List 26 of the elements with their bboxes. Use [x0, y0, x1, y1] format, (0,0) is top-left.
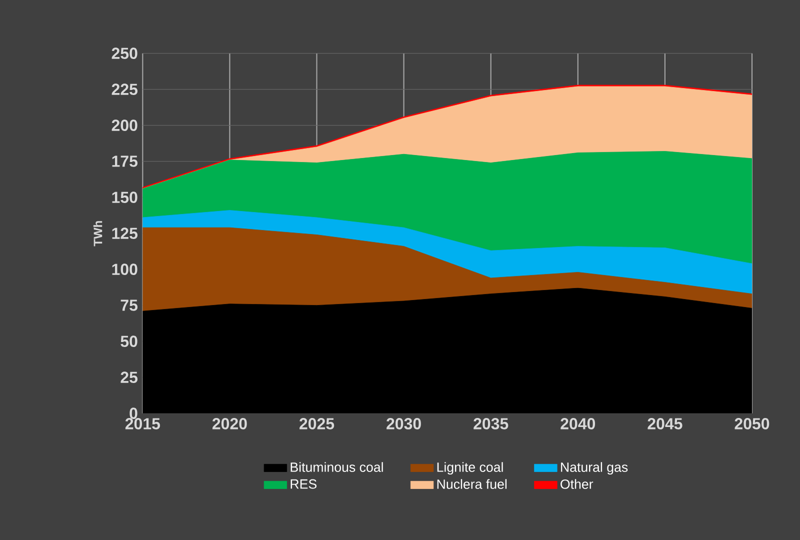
x-tick-label: 2025 — [300, 418, 334, 430]
x-tick-label: 2050 — [734, 418, 770, 430]
x-tick-label: 2020 — [212, 418, 247, 430]
legend-label: Other — [560, 479, 594, 489]
x-tick-label: 2045 — [648, 418, 682, 430]
x-tick-label: 2030 — [386, 418, 421, 430]
y-tick-label: 0 — [130, 408, 138, 419]
y-tick-label: 25 — [120, 372, 138, 383]
y-tick-label: 175 — [112, 156, 138, 167]
y-tick-label: 50 — [120, 336, 138, 347]
y-tick-label: 250 — [112, 48, 138, 59]
y-tick-label: 150 — [112, 192, 138, 203]
y-tick-label: 200 — [112, 120, 138, 131]
legend-label: Bituminous coal — [290, 462, 383, 472]
legend-label: Natural gas — [561, 462, 628, 475]
legend-label: Lignite coal — [437, 462, 503, 475]
x-tick-label: 2035 — [474, 418, 508, 430]
y-tick-label: 125 — [112, 228, 138, 239]
y-tick-label: 75 — [120, 300, 138, 311]
y-axis-title: TWh — [93, 221, 102, 246]
y-tick-label: 225 — [112, 84, 138, 95]
legend-label: RES — [290, 479, 316, 489]
x-tick-label: 2015 — [125, 418, 160, 430]
x-tick-label: 2040 — [560, 418, 596, 430]
legend-label: Nuclera fuel — [437, 479, 507, 489]
y-tick-label: 100 — [112, 264, 138, 275]
